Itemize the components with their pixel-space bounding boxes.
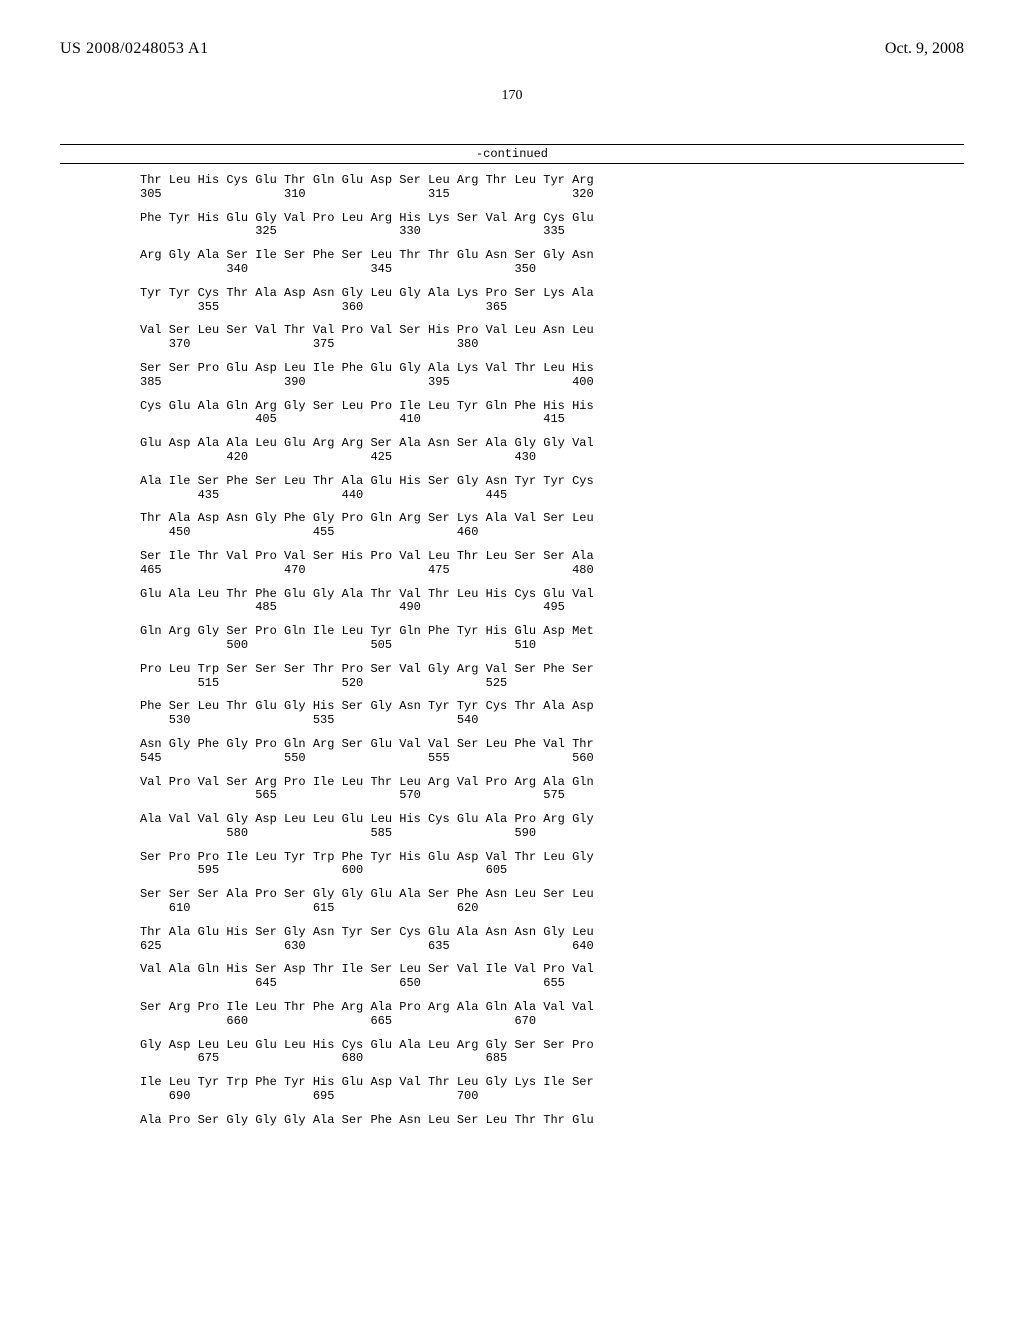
rule-top xyxy=(60,144,964,145)
position-numbers-line: 435 440 445 xyxy=(140,489,964,503)
sequence-row: Glu Asp Ala Ala Leu Glu Arg Arg Ser Ala … xyxy=(140,437,964,465)
sequence-row: Glu Ala Leu Thr Phe Glu Gly Ala Thr Val … xyxy=(140,588,964,616)
amino-acid-line: Ala Ile Ser Phe Ser Leu Thr Ala Glu His … xyxy=(140,475,964,489)
sequence-row: Thr Ala Asp Asn Gly Phe Gly Pro Gln Arg … xyxy=(140,512,964,540)
position-numbers-line: 305 310 315 320 xyxy=(140,188,964,202)
position-numbers-line: 340 345 350 xyxy=(140,263,964,277)
sequence-row: Ser Ser Ser Ala Pro Ser Gly Gly Glu Ala … xyxy=(140,888,964,916)
rule-bottom xyxy=(60,163,964,164)
position-numbers-line: 500 505 510 xyxy=(140,639,964,653)
position-numbers-line: 580 585 590 xyxy=(140,827,964,841)
position-numbers-line: 545 550 555 560 xyxy=(140,752,964,766)
amino-acid-line: Ser Ser Ser Ala Pro Ser Gly Gly Glu Ala … xyxy=(140,888,964,902)
sequence-row: Val Ser Leu Ser Val Thr Val Pro Val Ser … xyxy=(140,324,964,352)
publication-date: Oct. 9, 2008 xyxy=(885,40,964,58)
amino-acid-line: Cys Glu Ala Gln Arg Gly Ser Leu Pro Ile … xyxy=(140,400,964,414)
page-number: 170 xyxy=(60,88,964,104)
sequence-row: Ser Ser Pro Glu Asp Leu Ile Phe Glu Gly … xyxy=(140,362,964,390)
sequence-listing: Thr Leu His Cys Glu Thr Gln Glu Asp Ser … xyxy=(140,174,964,1128)
amino-acid-line: Thr Ala Glu His Ser Gly Asn Tyr Ser Cys … xyxy=(140,926,964,940)
sequence-row: Tyr Tyr Cys Thr Ala Asp Asn Gly Leu Gly … xyxy=(140,287,964,315)
amino-acid-line: Phe Tyr His Glu Gly Val Pro Leu Arg His … xyxy=(140,212,964,226)
position-numbers-line: 385 390 395 400 xyxy=(140,376,964,390)
amino-acid-line: Glu Asp Ala Ala Leu Glu Arg Arg Ser Ala … xyxy=(140,437,964,451)
amino-acid-line: Val Ser Leu Ser Val Thr Val Pro Val Ser … xyxy=(140,324,964,338)
page-container: US 2008/0248053 A1 Oct. 9, 2008 170 -con… xyxy=(0,0,1024,1168)
position-numbers-line: 370 375 380 xyxy=(140,338,964,352)
sequence-row: Gln Arg Gly Ser Pro Gln Ile Leu Tyr Gln … xyxy=(140,625,964,653)
amino-acid-line: Glu Ala Leu Thr Phe Glu Gly Ala Thr Val … xyxy=(140,588,964,602)
position-numbers-line: 450 455 460 xyxy=(140,526,964,540)
position-numbers-line: 485 490 495 xyxy=(140,601,964,615)
page-header: US 2008/0248053 A1 Oct. 9, 2008 xyxy=(60,40,964,58)
position-numbers-line: 660 665 670 xyxy=(140,1015,964,1029)
sequence-row: Val Pro Val Ser Arg Pro Ile Leu Thr Leu … xyxy=(140,776,964,804)
sequence-row: Asn Gly Phe Gly Pro Gln Arg Ser Glu Val … xyxy=(140,738,964,766)
amino-acid-line: Ser Ile Thr Val Pro Val Ser His Pro Val … xyxy=(140,550,964,564)
sequence-row: Phe Tyr His Glu Gly Val Pro Leu Arg His … xyxy=(140,212,964,240)
amino-acid-line: Gln Arg Gly Ser Pro Gln Ile Leu Tyr Gln … xyxy=(140,625,964,639)
amino-acid-line: Asn Gly Phe Gly Pro Gln Arg Ser Glu Val … xyxy=(140,738,964,752)
position-numbers-line: 690 695 700 xyxy=(140,1090,964,1104)
position-numbers-line: 420 425 430 xyxy=(140,451,964,465)
sequence-row: Gly Asp Leu Leu Glu Leu His Cys Glu Ala … xyxy=(140,1039,964,1067)
amino-acid-line: Ser Arg Pro Ile Leu Thr Phe Arg Ala Pro … xyxy=(140,1001,964,1015)
position-numbers-line: 565 570 575 xyxy=(140,789,964,803)
sequence-row: Cys Glu Ala Gln Arg Gly Ser Leu Pro Ile … xyxy=(140,400,964,428)
amino-acid-line: Thr Leu His Cys Glu Thr Gln Glu Asp Ser … xyxy=(140,174,964,188)
position-numbers-line: 610 615 620 xyxy=(140,902,964,916)
sequence-row: Val Ala Gln His Ser Asp Thr Ile Ser Leu … xyxy=(140,963,964,991)
amino-acid-line: Ser Ser Pro Glu Asp Leu Ile Phe Glu Gly … xyxy=(140,362,964,376)
position-numbers-line: 595 600 605 xyxy=(140,864,964,878)
amino-acid-line: Ser Pro Pro Ile Leu Tyr Trp Phe Tyr His … xyxy=(140,851,964,865)
sequence-row: Ile Leu Tyr Trp Phe Tyr His Glu Asp Val … xyxy=(140,1076,964,1104)
position-numbers-line: 645 650 655 xyxy=(140,977,964,991)
position-numbers-line: 625 630 635 640 xyxy=(140,940,964,954)
amino-acid-line: Val Ala Gln His Ser Asp Thr Ile Ser Leu … xyxy=(140,963,964,977)
amino-acid-line: Arg Gly Ala Ser Ile Ser Phe Ser Leu Thr … xyxy=(140,249,964,263)
amino-acid-line: Gly Asp Leu Leu Glu Leu His Cys Glu Ala … xyxy=(140,1039,964,1053)
continued-label: -continued xyxy=(60,147,964,161)
sequence-row: Ser Arg Pro Ile Leu Thr Phe Arg Ala Pro … xyxy=(140,1001,964,1029)
sequence-row: Ala Val Val Gly Asp Leu Leu Glu Leu His … xyxy=(140,813,964,841)
publication-number: US 2008/0248053 A1 xyxy=(60,40,209,58)
amino-acid-line: Ile Leu Tyr Trp Phe Tyr His Glu Asp Val … xyxy=(140,1076,964,1090)
sequence-row: Thr Ala Glu His Ser Gly Asn Tyr Ser Cys … xyxy=(140,926,964,954)
position-numbers-line: 325 330 335 xyxy=(140,225,964,239)
position-numbers-line: 355 360 365 xyxy=(140,301,964,315)
position-numbers-line: 515 520 525 xyxy=(140,677,964,691)
sequence-row: Arg Gly Ala Ser Ile Ser Phe Ser Leu Thr … xyxy=(140,249,964,277)
amino-acid-line: Phe Ser Leu Thr Glu Gly His Ser Gly Asn … xyxy=(140,700,964,714)
sequence-row: Ser Pro Pro Ile Leu Tyr Trp Phe Tyr His … xyxy=(140,851,964,879)
position-numbers-line: 675 680 685 xyxy=(140,1052,964,1066)
position-numbers-line: 465 470 475 480 xyxy=(140,564,964,578)
amino-acid-line: Ala Pro Ser Gly Gly Gly Ala Ser Phe Asn … xyxy=(140,1114,964,1128)
amino-acid-line: Tyr Tyr Cys Thr Ala Asp Asn Gly Leu Gly … xyxy=(140,287,964,301)
sequence-row: Ala Ile Ser Phe Ser Leu Thr Ala Glu His … xyxy=(140,475,964,503)
position-numbers-line: 405 410 415 xyxy=(140,413,964,427)
sequence-row: Ala Pro Ser Gly Gly Gly Ala Ser Phe Asn … xyxy=(140,1114,964,1128)
sequence-row: Ser Ile Thr Val Pro Val Ser His Pro Val … xyxy=(140,550,964,578)
sequence-row: Phe Ser Leu Thr Glu Gly His Ser Gly Asn … xyxy=(140,700,964,728)
sequence-row: Pro Leu Trp Ser Ser Ser Thr Pro Ser Val … xyxy=(140,663,964,691)
sequence-row: Thr Leu His Cys Glu Thr Gln Glu Asp Ser … xyxy=(140,174,964,202)
amino-acid-line: Val Pro Val Ser Arg Pro Ile Leu Thr Leu … xyxy=(140,776,964,790)
position-numbers-line: 530 535 540 xyxy=(140,714,964,728)
amino-acid-line: Thr Ala Asp Asn Gly Phe Gly Pro Gln Arg … xyxy=(140,512,964,526)
amino-acid-line: Pro Leu Trp Ser Ser Ser Thr Pro Ser Val … xyxy=(140,663,964,677)
amino-acid-line: Ala Val Val Gly Asp Leu Leu Glu Leu His … xyxy=(140,813,964,827)
